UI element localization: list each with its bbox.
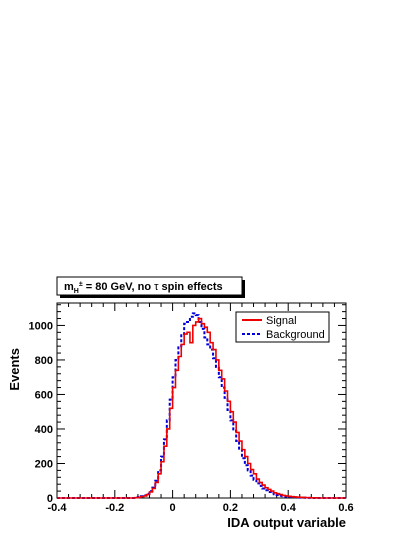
- x-tick-label: -0.4: [48, 502, 68, 514]
- chart-title-box: mH± = 80 GeV, no τ spin effects: [56, 276, 245, 298]
- x-tick-label: 0: [170, 502, 176, 514]
- x-tick-label: -0.2: [105, 502, 124, 514]
- y-tick-label: 600: [35, 389, 53, 401]
- chart-title: mH± = 80 GeV, no τ spin effects: [64, 281, 223, 295]
- x-tick-label: 0.2: [223, 502, 238, 514]
- y-tick-label: 0: [47, 493, 53, 505]
- plot-frame: [56, 302, 347, 499]
- x-tick-label: 0.4: [281, 502, 297, 514]
- x-axis: -0.4 -0.2 0 0.2 0.4 0.6: [48, 303, 354, 514]
- y-axis-title: Events: [7, 348, 22, 391]
- legend-signal-label: Signal: [266, 315, 297, 327]
- x-tick-label: 0.6: [338, 502, 353, 514]
- y-tick-label: 400: [35, 424, 53, 436]
- series-layer: [57, 312, 346, 499]
- y-axis: 0 200 400 600 800 1000: [29, 304, 346, 505]
- x-axis-title: IDA output variable: [227, 515, 346, 530]
- legend-background-label: Background: [266, 329, 325, 341]
- y-tick-label: 200: [35, 458, 53, 470]
- signal-histogram-line: [57, 317, 346, 499]
- legend: Signal Background: [235, 311, 330, 343]
- y-tick-label: 1000: [29, 320, 53, 332]
- y-tick-label: 800: [35, 355, 53, 367]
